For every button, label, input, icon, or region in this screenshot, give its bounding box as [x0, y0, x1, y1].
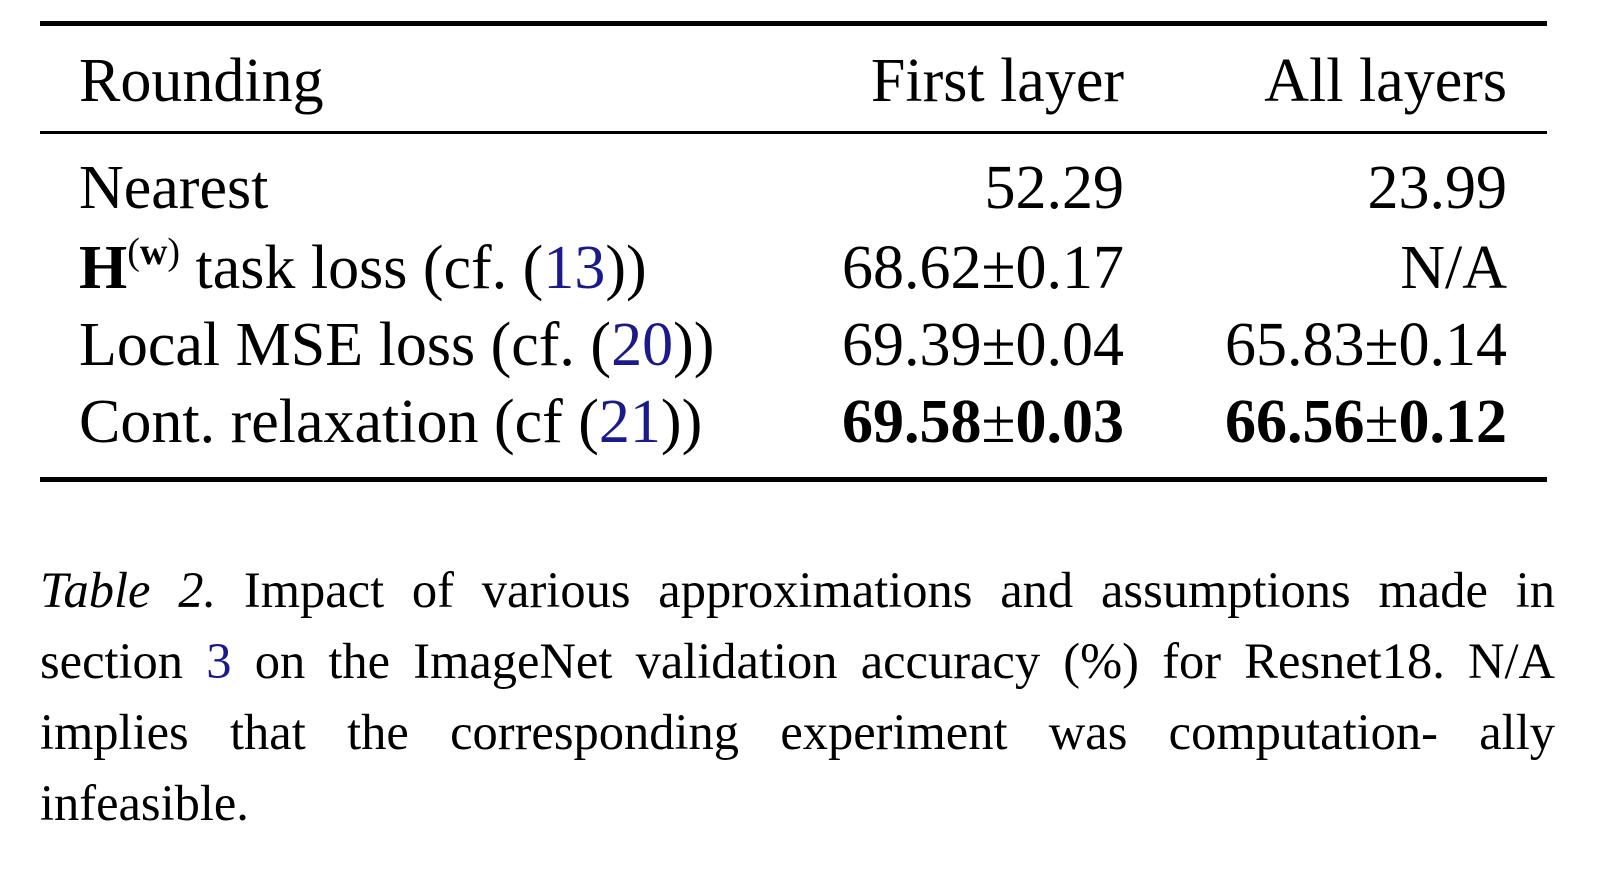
table-top-rule — [40, 21, 1547, 26]
row-cont-relax-first-layer: 69.58±0.03 — [842, 391, 1124, 453]
local-mse-method-text: Local MSE loss (cf. ( — [79, 311, 612, 379]
cont-relax-all-pm: ± — [1364, 388, 1399, 456]
row-nearest-method: Nearest — [79, 154, 269, 222]
cont-relax-method-text: Cont. relaxation (cf ( — [79, 388, 599, 456]
cont-relax-method-close: )) — [660, 388, 703, 456]
cont-relax-first-mean: 69.58 — [841, 388, 982, 456]
row-cont-relax-all-layers: 66.56±0.12 — [1225, 391, 1507, 453]
equation-ref-21[interactable]: 21 — [598, 388, 661, 456]
equation-ref-20[interactable]: 20 — [611, 311, 674, 379]
caption-text-after: on the ImageNet validation accuracy (%) … — [40, 633, 1556, 831]
cont-relax-first-err: 0.03 — [1015, 388, 1125, 456]
row-hessian-all-layers: N/A — [1400, 234, 1507, 302]
hessian-superscript: (w) — [127, 231, 180, 273]
caption-text-before: Impact of various approximations and ass… — [40, 562, 1555, 689]
table-header-rule — [40, 131, 1547, 134]
row-nearest-first-layer: 52.29 — [984, 154, 1125, 222]
table-caption: Table 2. Impact of various approximation… — [40, 555, 1555, 839]
section-ref-3[interactable]: 3 — [206, 633, 232, 689]
row-hessian-method: H(w) task loss (cf. (13)) — [79, 233, 647, 302]
hessian-method-close: )) — [605, 234, 647, 302]
local-mse-method-close: )) — [673, 311, 715, 379]
hessian-symbol: H — [79, 234, 128, 302]
row-local-mse-all-layers: 65.83±0.14 — [1224, 311, 1507, 379]
header-all-layers: All layers — [1264, 47, 1507, 115]
caption-label: Table 2. — [40, 562, 217, 618]
row-cont-relax-method: Cont. relaxation (cf (21)) — [79, 391, 702, 453]
row-local-mse-first-layer: 69.39±0.04 — [841, 311, 1124, 379]
row-hessian-first-layer: 68.62±0.17 — [841, 234, 1124, 302]
header-rounding: Rounding — [79, 47, 324, 115]
row-local-mse-method: Local MSE loss (cf. (20)) — [79, 314, 714, 376]
table-bottom-rule — [40, 477, 1547, 482]
row-nearest-all-layers: 23.99 — [1367, 154, 1508, 222]
hessian-method-text: task loss (cf. ( — [195, 234, 544, 302]
header-first-layer: First layer — [870, 47, 1124, 115]
cont-relax-all-mean: 66.56 — [1224, 388, 1365, 456]
cont-relax-all-err: 0.12 — [1398, 388, 1508, 456]
equation-ref-13[interactable]: 13 — [543, 234, 606, 302]
cont-relax-first-pm: ± — [981, 388, 1016, 456]
